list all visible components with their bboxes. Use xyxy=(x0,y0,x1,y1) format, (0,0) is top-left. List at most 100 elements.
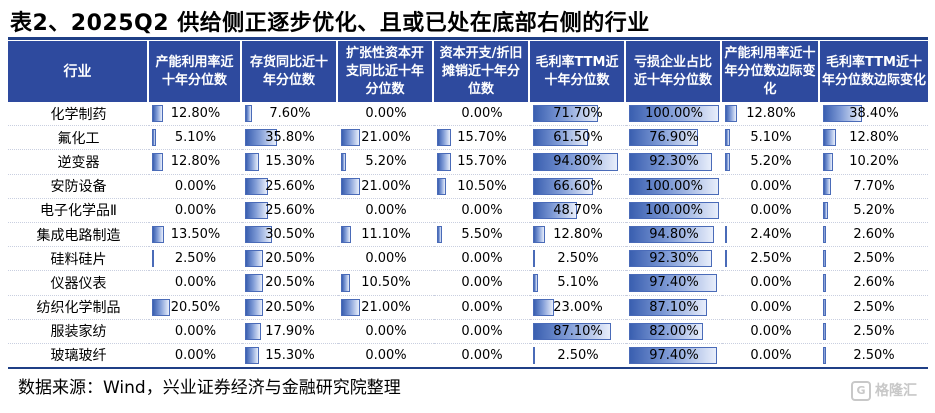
value-cell: 48.70% xyxy=(530,199,626,223)
value-text: 0.00% xyxy=(174,347,217,363)
logo-icon: G xyxy=(851,381,871,401)
value-text: 0.00% xyxy=(174,275,217,291)
value-cell: 20.50% xyxy=(242,247,338,272)
table-row: 氟化工 5.10% 35.80% 21.00% 15.70% 61.50% 76.90% 5.… xyxy=(8,126,928,151)
col-header: 毛利率TTM近十年分位数边际变化 xyxy=(820,41,928,102)
value-cell: 0.00% xyxy=(722,199,820,223)
value-text: 0.00% xyxy=(750,275,792,291)
industry-cell: 硅料硅片 xyxy=(8,247,149,272)
value-text: 10.50% xyxy=(361,275,411,291)
table-row: 玻璃玻纤 0.00% 15.30% 0.00% 0.00% 2.50% 97.40% 0.00… xyxy=(8,344,928,370)
data-bar xyxy=(533,153,619,171)
data-bar xyxy=(245,250,264,268)
table-row: 服装家纺 0.00% 17.90% 0.00% 0.00% 87.10% 82.00% 0.0… xyxy=(8,320,928,344)
value-cell: 20.50% xyxy=(242,271,338,296)
value-cell: 0.00% xyxy=(722,175,820,199)
value-text: 0.00% xyxy=(365,347,407,363)
value-cell: 94.80% xyxy=(626,223,722,248)
industry-cell: 安防设备 xyxy=(8,175,149,199)
value-text: 0.00% xyxy=(750,178,792,194)
value-text: 2.50% xyxy=(853,251,895,267)
table-row: 逆变器 12.80% 15.30% 5.20% 15.70% 94.80% 92.30% 5.… xyxy=(8,150,928,175)
value-text: 2.50% xyxy=(853,299,895,315)
value-cell: 2.40% xyxy=(722,223,820,248)
col-header: 亏损企业占比近十年分位数 xyxy=(626,41,722,102)
data-bar xyxy=(341,225,351,244)
value-cell: 0.00% xyxy=(149,175,242,199)
data-bar xyxy=(629,177,719,195)
value-text: 97.40% xyxy=(649,275,699,291)
data-bar xyxy=(725,105,737,123)
value-text: 0.00% xyxy=(365,106,407,122)
value-cell: 15.70% xyxy=(434,126,530,151)
value-text: 15.30% xyxy=(265,347,315,363)
value-cell: 7.60% xyxy=(242,102,338,127)
data-bar xyxy=(245,298,264,316)
data-bar xyxy=(341,177,360,195)
table-row: 硅料硅片 2.50% 20.50% 0.00% 0.00% 2.50% 92.30% 2.50… xyxy=(8,247,928,272)
data-bar xyxy=(437,153,452,171)
value-text: 2.50% xyxy=(557,347,599,363)
data-bar xyxy=(629,298,708,316)
data-bar xyxy=(823,298,826,316)
industry-cell: 服装家纺 xyxy=(8,320,149,344)
value-cell: 10.50% xyxy=(434,175,530,199)
value-text: 10.50% xyxy=(457,178,507,194)
value-cell: 21.00% xyxy=(338,175,434,199)
table-row: 安防设备 0.00% 25.60% 21.00% 10.50% 66.60% 100.00%… xyxy=(8,175,928,199)
value-text: 21.00% xyxy=(361,178,411,194)
value-cell: 30.50% xyxy=(242,223,338,248)
data-bar xyxy=(341,129,360,147)
value-cell: 92.30% xyxy=(626,247,722,272)
value-text: 2.50% xyxy=(853,347,895,363)
value-cell: 13.50% xyxy=(149,223,242,248)
industry-cell: 玻璃玻纤 xyxy=(8,344,149,370)
industry-cell: 氟化工 xyxy=(8,126,149,151)
value-text: 0.00% xyxy=(461,347,503,363)
value-cell: 76.90% xyxy=(626,126,722,151)
data-bar xyxy=(725,129,730,147)
value-text: 0.00% xyxy=(461,299,503,315)
value-text: 0.00% xyxy=(750,299,792,315)
data-table: 行业 产能利用率近十年分位数 存货同比近十年分位数 扩张性资本开支同比近十年分位… xyxy=(8,41,928,370)
data-bar xyxy=(629,201,719,219)
value-cell: 25.60% xyxy=(242,199,338,223)
value-text: 20.50% xyxy=(265,251,315,267)
value-text: 0.00% xyxy=(174,178,217,194)
value-cell: 5.20% xyxy=(722,150,820,175)
data-bar xyxy=(245,225,273,244)
value-text: 94.80% xyxy=(649,227,699,243)
value-cell: 94.80% xyxy=(530,150,626,175)
data-bar xyxy=(245,346,259,365)
data-bar xyxy=(533,129,589,147)
col-header: 毛利率TTM近十年分位数 xyxy=(530,41,626,102)
value-text: 30.50% xyxy=(265,227,315,243)
value-text: 82.00% xyxy=(649,323,699,339)
value-text: 0.00% xyxy=(461,251,503,267)
value-text: 11.10% xyxy=(361,227,411,243)
value-cell: 20.50% xyxy=(242,296,338,320)
data-bar xyxy=(245,274,264,292)
data-bar xyxy=(152,298,170,316)
value-text: 71.70% xyxy=(553,106,603,122)
data-bar xyxy=(629,346,717,365)
value-cell: 35.80% xyxy=(242,126,338,151)
value-text: 87.10% xyxy=(649,299,699,315)
value-text: 0.00% xyxy=(750,202,792,218)
data-bar xyxy=(629,274,717,292)
value-cell: 97.40% xyxy=(626,344,722,370)
value-cell: 12.80% xyxy=(722,102,820,127)
data-bar xyxy=(341,274,351,292)
value-text: 7.60% xyxy=(269,106,311,122)
value-cell: 87.10% xyxy=(626,296,722,320)
data-bar xyxy=(152,129,157,147)
value-cell: 0.00% xyxy=(722,320,820,344)
col-header: 产能利用率近十年分位数 xyxy=(149,41,242,102)
table-row: 集成电路制造 13.50% 30.50% 11.10% 5.50% 12.80% 94.80… xyxy=(8,223,928,248)
value-cell: 66.60% xyxy=(530,175,626,199)
data-bar xyxy=(437,225,442,244)
value-cell: 0.00% xyxy=(434,344,530,370)
value-text: 12.80% xyxy=(849,130,899,146)
data-bar xyxy=(725,250,728,268)
value-text: 0.00% xyxy=(461,323,503,339)
